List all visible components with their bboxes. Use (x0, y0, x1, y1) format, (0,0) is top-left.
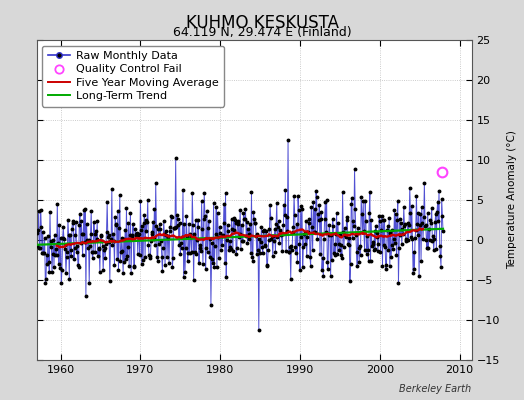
Y-axis label: Temperature Anomaly (°C): Temperature Anomaly (°C) (507, 130, 517, 270)
Legend: Raw Monthly Data, Quality Control Fail, Five Year Moving Average, Long-Term Tren: Raw Monthly Data, Quality Control Fail, … (42, 46, 224, 107)
Text: KUHMO KESKUSTA: KUHMO KESKUSTA (185, 14, 339, 32)
Text: 64.119 N, 29.474 E (Finland): 64.119 N, 29.474 E (Finland) (173, 26, 351, 39)
Text: Berkeley Earth: Berkeley Earth (399, 384, 472, 394)
